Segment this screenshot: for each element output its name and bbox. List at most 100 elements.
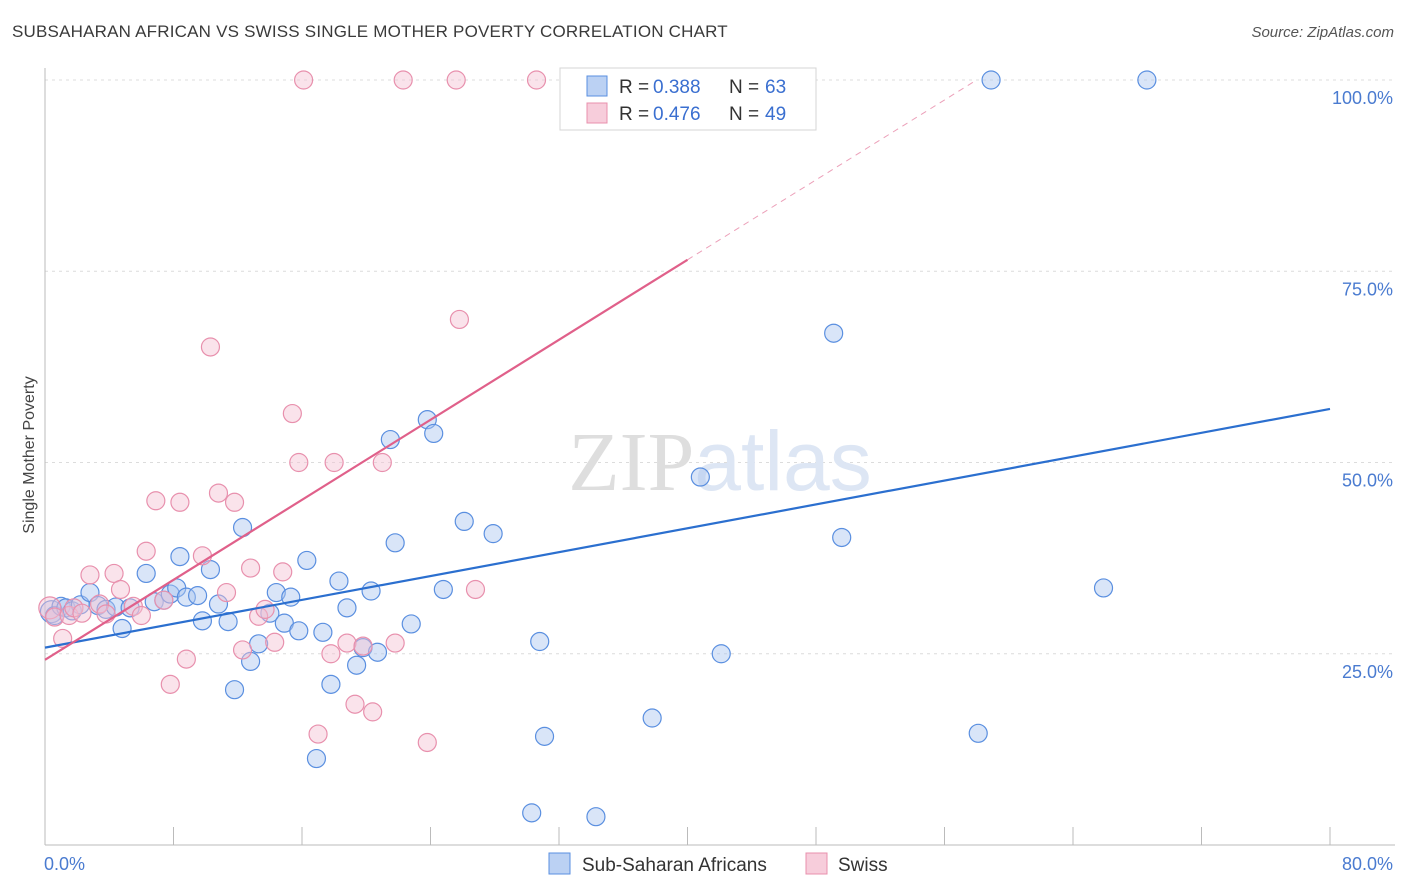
point-subsaharan-37 [329, 571, 349, 591]
point-subsaharan-33 [297, 550, 317, 571]
legend: R = 0.388 N = 63 R = 0.476 N = 49 [559, 67, 817, 131]
legend-r-label-0: R = [619, 77, 649, 98]
point-subsaharan-38 [337, 598, 357, 618]
point-swiss-1 [45, 607, 65, 627]
point-swiss-18 [176, 649, 196, 669]
point-swiss-17 [170, 492, 190, 512]
trend-line-subsaharan [44, 407, 1331, 649]
legend-r-value-0: 0.388 [653, 77, 701, 98]
point-subsaharan-45 [401, 614, 421, 634]
point-swiss-28 [265, 632, 285, 652]
legend-n-label-0: N = [729, 77, 759, 98]
point-subsaharan-53 [534, 726, 555, 746]
chart-source: Source: ZipAtlas.com [1251, 24, 1394, 41]
point-subsaharan-49 [454, 511, 474, 532]
point-subsaharan-29 [266, 582, 286, 603]
bottom-legend-swatch-0 [548, 852, 571, 875]
point-swiss-37 [345, 694, 365, 714]
point-subsaharan-24 [224, 680, 245, 700]
point-subsaharan-12 [136, 563, 156, 584]
legend-swatch-1 [586, 102, 608, 124]
tick-labels: 25.0% 50.0% 75.0% 100.0% 0.0% 80.0% [44, 88, 1393, 874]
point-swiss-32 [294, 70, 314, 90]
legend-r-value-1: 0.476 [653, 104, 701, 125]
point-swiss-13 [136, 541, 156, 561]
point-subsaharan-63 [1137, 70, 1157, 90]
point-subsaharan-20 [192, 611, 213, 631]
point-subsaharan-60 [968, 723, 988, 743]
point-swiss-14 [146, 491, 166, 511]
point-subsaharan-50 [483, 524, 503, 544]
point-swiss-16 [160, 674, 180, 694]
point-swiss-27 [255, 599, 275, 619]
legend-swatch-0 [586, 75, 608, 97]
point-subsaharan-51 [522, 803, 542, 823]
point-subsaharan-58 [824, 323, 844, 343]
point-swiss-40 [372, 452, 392, 473]
point-swiss-36 [337, 633, 357, 653]
point-swiss-21 [208, 483, 229, 503]
point-swiss-42 [393, 70, 413, 90]
point-swiss-5 [72, 603, 92, 623]
axes [44, 68, 1395, 846]
point-subsaharan-19 [187, 586, 208, 606]
chart-title: SUBSAHARAN AFRICAN VS SWISS SINGLE MOTHE… [12, 22, 728, 41]
watermark: ZIPatlas [568, 414, 871, 509]
data-points [38, 70, 1157, 827]
point-subsaharan-55 [642, 708, 662, 728]
point-swiss-44 [446, 70, 466, 90]
point-swiss-46 [465, 579, 486, 600]
point-swiss-8 [96, 604, 116, 624]
legend-n-label-1: N = [729, 104, 759, 125]
point-swiss-30 [282, 403, 302, 424]
point-swiss-34 [321, 644, 341, 664]
point-swiss-38 [353, 636, 373, 656]
point-swiss-7 [90, 594, 110, 614]
point-subsaharan-27 [249, 634, 269, 654]
point-subsaharan-59 [832, 527, 852, 548]
point-subsaharan-34 [306, 748, 327, 769]
point-subsaharan-44 [385, 533, 405, 553]
point-subsaharan-26 [241, 651, 261, 672]
point-subsaharan-54 [586, 807, 606, 827]
point-swiss-43 [417, 732, 437, 753]
bottom-legend-label-0: Sub-Saharan Africans [582, 855, 767, 876]
bottom-legend: Sub-Saharan Africans Swiss [548, 852, 888, 876]
y-tick-label-2: 75.0% [1342, 279, 1393, 299]
point-swiss-31 [289, 452, 309, 473]
legend-n-value-1: 49 [765, 104, 786, 125]
point-swiss-39 [363, 702, 383, 722]
point-swiss-47 [526, 70, 547, 90]
point-swiss-15 [154, 590, 174, 610]
point-subsaharan-39 [347, 655, 367, 675]
point-subsaharan-22 [208, 594, 229, 614]
point-swiss-23 [224, 492, 245, 512]
y-tick-label-1: 50.0% [1342, 471, 1393, 491]
point-swiss-20 [200, 337, 221, 357]
point-swiss-33 [308, 724, 328, 744]
point-subsaharan-17 [170, 546, 190, 567]
point-swiss-9 [104, 563, 124, 584]
x-tick-label-0: 0.0% [44, 854, 85, 874]
legend-r-label-1: R = [619, 104, 649, 125]
point-swiss-35 [324, 452, 344, 473]
point-subsaharan-56 [690, 467, 710, 487]
point-subsaharan-57 [711, 644, 731, 664]
trend-line-swiss [44, 258, 689, 661]
point-subsaharan-35 [313, 622, 333, 642]
point-subsaharan-42 [367, 642, 388, 662]
y-tick-label-3: 100.0% [1332, 88, 1393, 108]
point-swiss-29 [273, 562, 293, 582]
point-subsaharan-61 [981, 70, 1001, 90]
trend-lines [44, 79, 1331, 661]
point-subsaharan-32 [289, 621, 309, 641]
point-swiss-25 [241, 558, 261, 578]
point-subsaharan-36 [321, 674, 341, 694]
point-swiss-10 [110, 579, 131, 600]
point-subsaharan-62 [1093, 578, 1114, 598]
point-swiss-0 [38, 596, 62, 620]
y-axis-label: Single Mother Poverty [21, 376, 38, 533]
x-tick-label-1: 80.0% [1342, 854, 1393, 874]
point-subsaharan-41 [361, 581, 381, 601]
y-tick-label-0: 25.0% [1342, 662, 1393, 682]
